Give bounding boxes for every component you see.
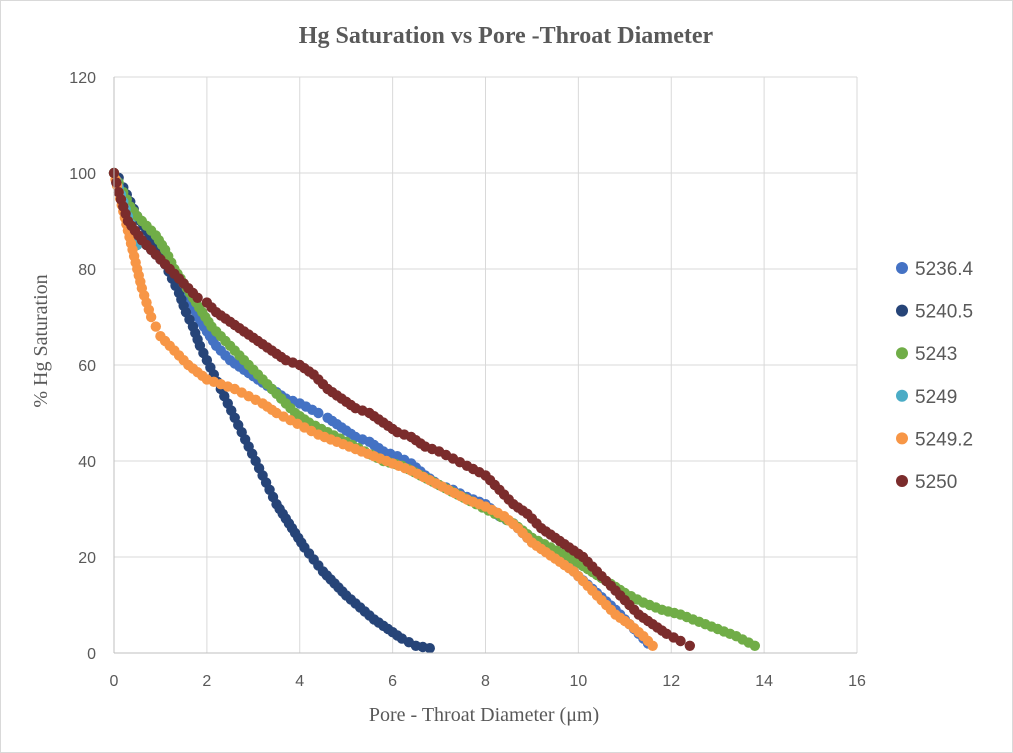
data-point: [749, 640, 761, 651]
y-tick-label: 0: [87, 646, 96, 663]
legend-label: 5243: [915, 344, 957, 365]
legend-marker: [896, 347, 908, 360]
data-point: [192, 292, 203, 303]
series-5236-4: [108, 167, 654, 649]
legend-item: 5236.4: [896, 259, 974, 280]
y-tick-label: 20: [78, 550, 96, 567]
axes: 0 2 4 6 8 10 12 14 16 0 20 40 60 80 100 120: [69, 70, 866, 690]
legend-marker: [896, 475, 908, 487]
y-axis-title: % Hg Saturation: [30, 274, 52, 407]
legend: 5236.4 5240.5 5243 5249 5249.2 5250: [896, 259, 974, 493]
chart-title: Hg Saturation vs Pore -Throat Diameter: [299, 23, 714, 49]
y-tick-label: 120: [69, 70, 96, 87]
x-tick-label: 2: [202, 673, 211, 690]
x-tick-label: 14: [755, 673, 773, 690]
y-tick-label: 100: [69, 166, 96, 183]
plot-area: [108, 167, 761, 654]
data-point: [647, 640, 658, 651]
grid: [114, 76, 858, 653]
data-point: [684, 640, 696, 651]
x-tick-label: 0: [110, 673, 119, 690]
x-tick-label: 10: [569, 673, 587, 690]
legend-marker: [896, 304, 908, 317]
x-axis-title: Pore - Throat Diameter (μm): [369, 704, 599, 726]
legend-label: 5240.5: [915, 302, 973, 323]
legend-label: 5249: [915, 387, 957, 408]
y-tick-label: 80: [78, 262, 96, 279]
legend-label: 5249.2: [915, 429, 973, 450]
data-point: [150, 321, 161, 332]
data-point: [675, 635, 686, 647]
legend-item: 5240.5: [896, 302, 973, 323]
legend-item: 5243: [896, 344, 957, 365]
legend-marker: [896, 262, 908, 274]
x-tick-label: 6: [388, 673, 397, 690]
series-5250: [108, 167, 696, 651]
legend-label: 5236.4: [915, 259, 974, 280]
x-tick-label: 4: [295, 673, 304, 690]
data-point: [145, 311, 157, 323]
series-5249-2: [108, 167, 658, 651]
legend-item: 5249.2: [896, 429, 973, 450]
x-tick-label: 8: [481, 673, 490, 690]
legend-item: 5250: [896, 472, 957, 493]
legend-label: 5250: [915, 472, 957, 493]
x-tick-label: 16: [848, 673, 866, 690]
legend-marker: [896, 432, 908, 445]
y-tick-label: 40: [78, 454, 96, 471]
data-point: [111, 177, 122, 188]
x-tick-label: 12: [662, 673, 680, 690]
legend-item: 5249: [896, 387, 957, 408]
data-point: [424, 643, 435, 654]
data-point: [313, 407, 324, 419]
legend-marker: [896, 389, 908, 402]
y-tick-label: 60: [78, 358, 96, 375]
